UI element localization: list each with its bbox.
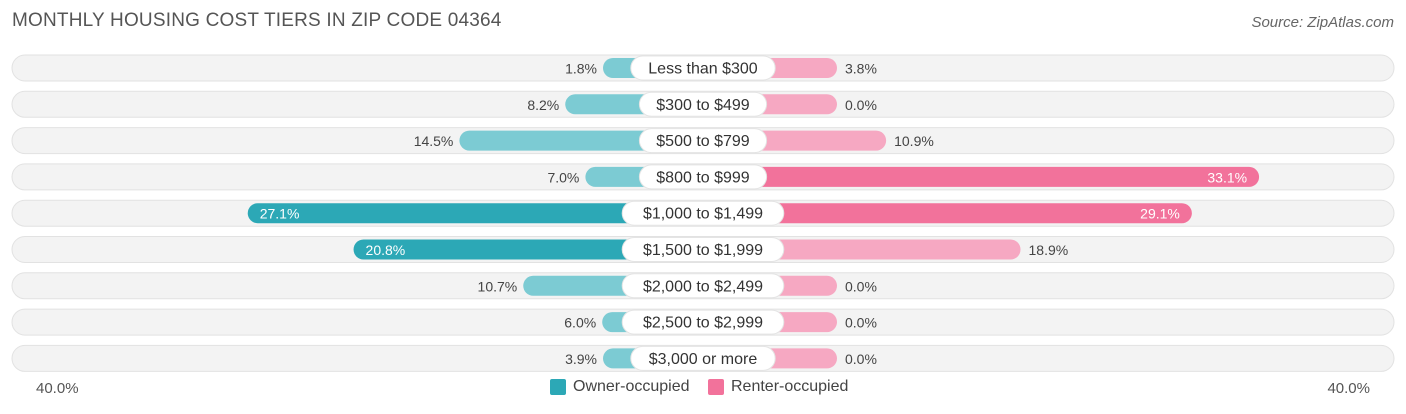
category-pill: [638, 91, 768, 117]
owner-bar: [353, 239, 703, 260]
owner-value-label: 14.5%: [414, 133, 454, 149]
renter-value-label: 3.8%: [845, 61, 877, 77]
axis-label-right: 40.0%: [1327, 380, 1370, 397]
renter-value-label: 29.1%: [1140, 206, 1180, 222]
renter-bar: [703, 203, 1192, 224]
category-label: $2,000 to $2,499: [643, 278, 763, 295]
owner-value-label: 1.8%: [565, 61, 597, 77]
legend-swatch-renter: [708, 379, 724, 395]
legend-swatch-owner: [550, 379, 566, 395]
category-label: $3,000 or more: [649, 351, 758, 368]
renter-bar: [703, 166, 1260, 187]
category-pill: [630, 55, 776, 81]
renter-value-label: 18.9%: [1029, 242, 1069, 258]
category-label: $300 to $499: [656, 97, 750, 114]
category-label: $2,500 to $2,999: [643, 315, 763, 332]
category-pill: [630, 345, 776, 371]
axis-label-left: 40.0%: [36, 380, 79, 397]
category-label: Less than $300: [648, 61, 758, 78]
legend-item-owner: Owner-occupied: [550, 378, 690, 396]
category-label: $1,000 to $1,499: [643, 206, 763, 223]
renter-value-label: 0.0%: [845, 97, 877, 113]
owner-bar: [247, 203, 703, 224]
category-label: $1,500 to $1,999: [643, 242, 763, 259]
renter-value-label: 33.1%: [1207, 169, 1247, 185]
renter-value-label: 0.0%: [845, 351, 877, 367]
renter-value-label: 10.9%: [894, 133, 934, 149]
category-pill: [621, 200, 785, 226]
owner-value-label: 10.7%: [478, 278, 518, 294]
chart-title: MONTHLY HOUSING COST TIERS IN ZIP CODE 0…: [12, 10, 502, 31]
category-pill: [638, 128, 768, 154]
owner-value-label: 27.1%: [260, 206, 300, 222]
owner-value-label: 8.2%: [527, 97, 559, 113]
owner-value-label: 7.0%: [547, 169, 579, 185]
owner-value-label: 6.0%: [564, 315, 596, 331]
legend: Owner-occupied Renter-occupied: [0, 378, 1406, 400]
category-label: $500 to $799: [656, 133, 750, 150]
category-pill: [621, 309, 785, 335]
renter-value-label: 0.0%: [845, 278, 877, 294]
owner-value-label: 20.8%: [366, 242, 406, 258]
category-pill: [621, 237, 785, 262]
legend-label-renter: Renter-occupied: [731, 378, 849, 395]
chart-source: Source: ZipAtlas.com: [1251, 14, 1394, 31]
renter-value-label: 0.0%: [845, 315, 877, 331]
legend-label-owner: Owner-occupied: [573, 378, 690, 395]
owner-value-label: 3.9%: [565, 351, 597, 367]
category-pill: [621, 273, 785, 299]
category-pill: [638, 164, 768, 190]
category-label: $800 to $999: [656, 169, 750, 186]
legend-item-renter: Renter-occupied: [708, 378, 848, 396]
